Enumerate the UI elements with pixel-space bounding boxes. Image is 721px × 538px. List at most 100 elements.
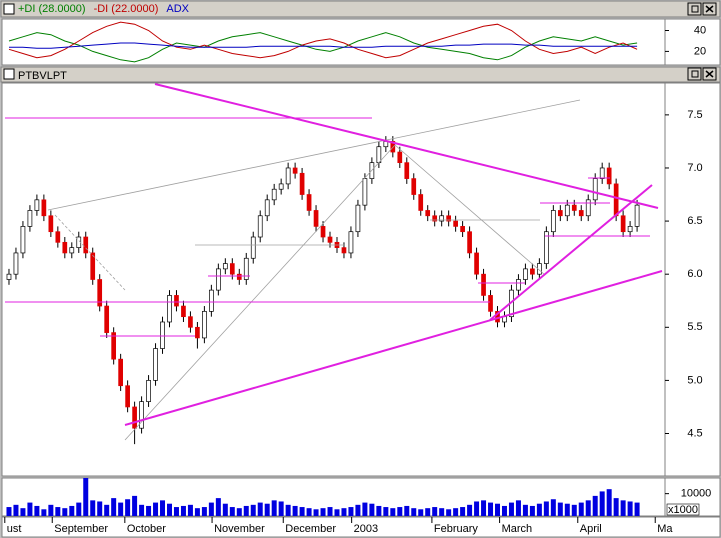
candle-body bbox=[474, 252, 479, 275]
candle-body bbox=[243, 257, 249, 280]
volume-bar bbox=[236, 508, 242, 516]
volume-bar bbox=[348, 507, 354, 516]
candle-body bbox=[397, 151, 403, 164]
study-lines bbox=[5, 83, 663, 441]
volume-bar bbox=[592, 495, 598, 516]
volume-bar bbox=[320, 508, 326, 516]
candle-body bbox=[432, 215, 438, 222]
volume-bar bbox=[69, 505, 75, 516]
volume-bar bbox=[599, 491, 605, 516]
volume-bar bbox=[627, 501, 633, 516]
volume-bar bbox=[6, 507, 12, 516]
volume-bar bbox=[83, 478, 89, 516]
y-tick-label: 7.5 bbox=[687, 109, 702, 121]
volume-bar bbox=[578, 502, 584, 516]
volume-bar bbox=[488, 502, 494, 516]
candle-body bbox=[48, 215, 54, 233]
volume-bar bbox=[383, 507, 389, 516]
volume-bar bbox=[446, 509, 452, 516]
volume-bar bbox=[362, 502, 368, 516]
di-axis bbox=[664, 18, 721, 66]
volume-bar bbox=[529, 505, 535, 516]
candle-body bbox=[467, 231, 472, 254]
candle-body bbox=[425, 210, 431, 217]
candle-body bbox=[606, 167, 612, 185]
price-title-bar bbox=[0, 66, 721, 83]
volume-bar bbox=[467, 504, 473, 516]
candle-body bbox=[90, 252, 96, 280]
di-line bbox=[9, 42, 638, 49]
volume-bar bbox=[55, 507, 61, 516]
di-plot bbox=[1, 18, 666, 66]
candle-body bbox=[348, 231, 354, 254]
candle-body bbox=[523, 268, 528, 280]
volume-bar bbox=[278, 501, 284, 516]
volume-bar bbox=[34, 505, 40, 516]
y-tick-label: 40 bbox=[694, 24, 706, 36]
trendline bbox=[154, 83, 659, 209]
candle-body bbox=[453, 220, 458, 227]
candle-body bbox=[620, 215, 626, 233]
candle-body bbox=[20, 226, 26, 254]
candle-body bbox=[634, 204, 640, 227]
volume-bar bbox=[606, 489, 612, 516]
y-tick-label: 5.5 bbox=[687, 321, 702, 333]
candle-body bbox=[209, 289, 214, 312]
candle-body bbox=[125, 385, 130, 408]
candle-body bbox=[6, 273, 12, 280]
candle-body bbox=[488, 295, 493, 312]
close-icon bbox=[705, 5, 714, 13]
volume-bar bbox=[125, 499, 131, 516]
trendline bbox=[394, 144, 546, 276]
volume-bar bbox=[564, 503, 570, 516]
volume-bar bbox=[160, 500, 166, 516]
candle-body bbox=[132, 406, 137, 429]
volume-bar bbox=[139, 504, 145, 516]
volume-bar bbox=[229, 507, 235, 516]
maximize-button[interactable] bbox=[687, 67, 702, 81]
volume-bar bbox=[299, 507, 305, 516]
candle-body bbox=[202, 311, 207, 339]
candle-body bbox=[222, 263, 228, 270]
volume-bar bbox=[474, 501, 480, 516]
candle-body bbox=[188, 316, 193, 328]
volume-bar bbox=[460, 507, 466, 516]
candle-body bbox=[599, 167, 605, 179]
maximize-button[interactable] bbox=[687, 2, 702, 16]
volume-bar bbox=[48, 504, 54, 516]
candle-body bbox=[390, 141, 396, 153]
candle-body bbox=[62, 241, 68, 254]
volume-bar bbox=[41, 509, 47, 516]
volume-bar bbox=[522, 504, 528, 516]
candle-body bbox=[320, 226, 326, 238]
maximize-icon bbox=[691, 70, 699, 78]
candle-body bbox=[460, 226, 465, 233]
panel-icon bbox=[3, 68, 15, 80]
volume-bar bbox=[201, 507, 207, 516]
candle-body bbox=[13, 252, 19, 275]
x-tick-label: October bbox=[127, 523, 166, 535]
maximize-icon bbox=[691, 5, 699, 13]
volume-bar bbox=[313, 509, 319, 516]
volume-bar bbox=[194, 508, 200, 516]
volume-bar bbox=[76, 502, 82, 516]
legend-entry: ADX bbox=[166, 3, 189, 15]
volume-bar bbox=[90, 500, 96, 516]
volume-bar bbox=[327, 507, 333, 516]
x-tick-label: November bbox=[214, 523, 265, 535]
candle-body bbox=[83, 236, 89, 254]
volume-bar bbox=[501, 505, 507, 516]
volume-bar bbox=[418, 509, 424, 516]
volume-bar bbox=[390, 508, 396, 516]
volume-bar bbox=[557, 502, 563, 516]
window-buttons[interactable] bbox=[687, 2, 717, 81]
x-tick-label: March bbox=[502, 523, 533, 535]
volume-bar bbox=[118, 502, 124, 516]
volume-bar bbox=[146, 505, 152, 516]
volume-bar bbox=[166, 503, 172, 516]
volume-bar bbox=[495, 503, 501, 516]
volume-bar bbox=[208, 502, 214, 516]
volume-bar bbox=[173, 507, 179, 516]
unit-label: x1000 bbox=[668, 504, 698, 516]
volume-bar bbox=[285, 504, 291, 516]
